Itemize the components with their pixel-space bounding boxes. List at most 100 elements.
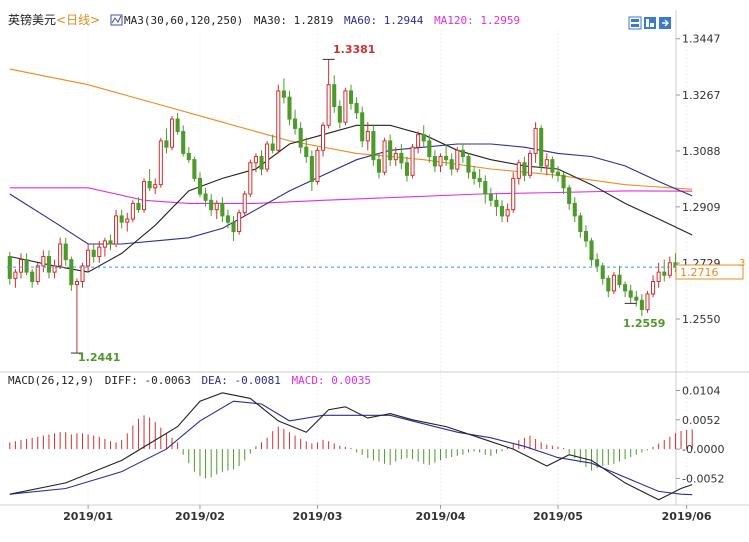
candle xyxy=(63,237,68,266)
candle-body xyxy=(427,140,432,158)
ma120-path xyxy=(9,187,693,204)
candle xyxy=(578,212,583,238)
candle-body xyxy=(63,243,68,261)
candle xyxy=(270,134,275,154)
x-tick-label: 2019/03 xyxy=(292,510,342,523)
candle-body xyxy=(667,262,672,276)
candle xyxy=(326,59,331,129)
candle-body xyxy=(572,202,577,217)
candle xyxy=(527,150,533,179)
chart-split-icon[interactable] xyxy=(644,17,656,29)
candle xyxy=(595,253,600,273)
chart-window-icon[interactable] xyxy=(628,16,642,30)
candlestick-series xyxy=(7,58,678,354)
macd-legend: MACD(26,12,9) DIFF: -0.0063 DEA: -0.0081… xyxy=(8,374,371,387)
x-tick-label: 2019/01 xyxy=(63,510,113,523)
candle-body xyxy=(393,152,398,161)
candle xyxy=(321,122,326,157)
candle xyxy=(544,153,549,176)
diff-line xyxy=(9,392,693,501)
candle xyxy=(623,281,628,298)
candle xyxy=(225,209,230,229)
candle xyxy=(460,144,465,163)
candle xyxy=(628,284,633,304)
candle-body xyxy=(287,96,292,120)
candle-body xyxy=(147,181,152,189)
candle xyxy=(645,290,650,313)
candle-body xyxy=(455,149,460,170)
candle xyxy=(399,144,404,170)
candle xyxy=(231,215,236,241)
candle-body xyxy=(164,140,169,148)
candle-body xyxy=(360,112,365,142)
candle-body xyxy=(645,293,650,311)
y-tick-label: 1.3267 xyxy=(682,89,721,102)
candle-body xyxy=(628,290,633,298)
candle xyxy=(298,122,303,154)
macd-y-tick-label: 0.0052 xyxy=(682,414,721,427)
candle xyxy=(97,240,102,263)
candle xyxy=(539,125,544,173)
candle-body xyxy=(102,240,107,248)
candle-body xyxy=(348,90,354,104)
candle xyxy=(555,165,561,182)
candle xyxy=(220,197,225,223)
candle xyxy=(376,153,382,179)
candle-body xyxy=(399,152,404,164)
candle xyxy=(203,187,208,207)
candle xyxy=(567,184,572,210)
candle xyxy=(46,250,51,279)
candle-body xyxy=(449,159,454,170)
ma30-path xyxy=(9,124,693,273)
candle-body xyxy=(46,256,51,273)
candle xyxy=(483,175,488,204)
candle xyxy=(477,169,482,188)
candle-body xyxy=(337,106,342,123)
candle xyxy=(142,178,147,213)
candle-body xyxy=(522,162,527,176)
candle xyxy=(348,84,354,110)
candle xyxy=(550,156,555,179)
candle xyxy=(80,262,85,288)
candle-body xyxy=(662,271,667,276)
candle-body xyxy=(550,159,555,173)
candle xyxy=(242,190,247,216)
candle-body xyxy=(136,202,141,211)
candle-body xyxy=(343,90,348,123)
candle-body xyxy=(197,177,203,195)
ma60-path xyxy=(9,143,693,245)
candle xyxy=(136,197,141,213)
candle xyxy=(7,251,12,285)
candle-body xyxy=(516,162,521,179)
candle-body xyxy=(214,202,219,211)
y-tick-label: 1.2909 xyxy=(682,201,721,214)
candle-body xyxy=(259,156,264,170)
candle-body xyxy=(69,259,74,286)
candle xyxy=(214,200,219,220)
y-tick-label: 1.3447 xyxy=(682,33,721,46)
candle xyxy=(237,209,242,235)
candle-body xyxy=(332,84,337,108)
candle xyxy=(371,125,376,166)
candle-body xyxy=(527,152,533,176)
candle xyxy=(432,150,437,173)
candle xyxy=(466,153,471,179)
candle-body xyxy=(237,212,242,233)
x-tick-label: 2019/06 xyxy=(662,510,712,523)
x-tick-label: 2019/02 xyxy=(175,510,225,523)
candle-body xyxy=(181,131,186,154)
candle-body xyxy=(321,124,326,151)
candle-body xyxy=(388,140,393,161)
candle xyxy=(404,156,409,182)
candle xyxy=(651,275,656,298)
candle xyxy=(18,253,24,279)
candle-body xyxy=(225,215,230,223)
candle-body xyxy=(142,181,147,211)
candle xyxy=(293,109,298,135)
chart-export-icon[interactable] xyxy=(659,17,671,29)
candle-body xyxy=(634,296,639,301)
candle xyxy=(108,234,113,251)
candle xyxy=(114,209,119,248)
candle-body xyxy=(438,156,443,167)
candle xyxy=(639,294,644,317)
